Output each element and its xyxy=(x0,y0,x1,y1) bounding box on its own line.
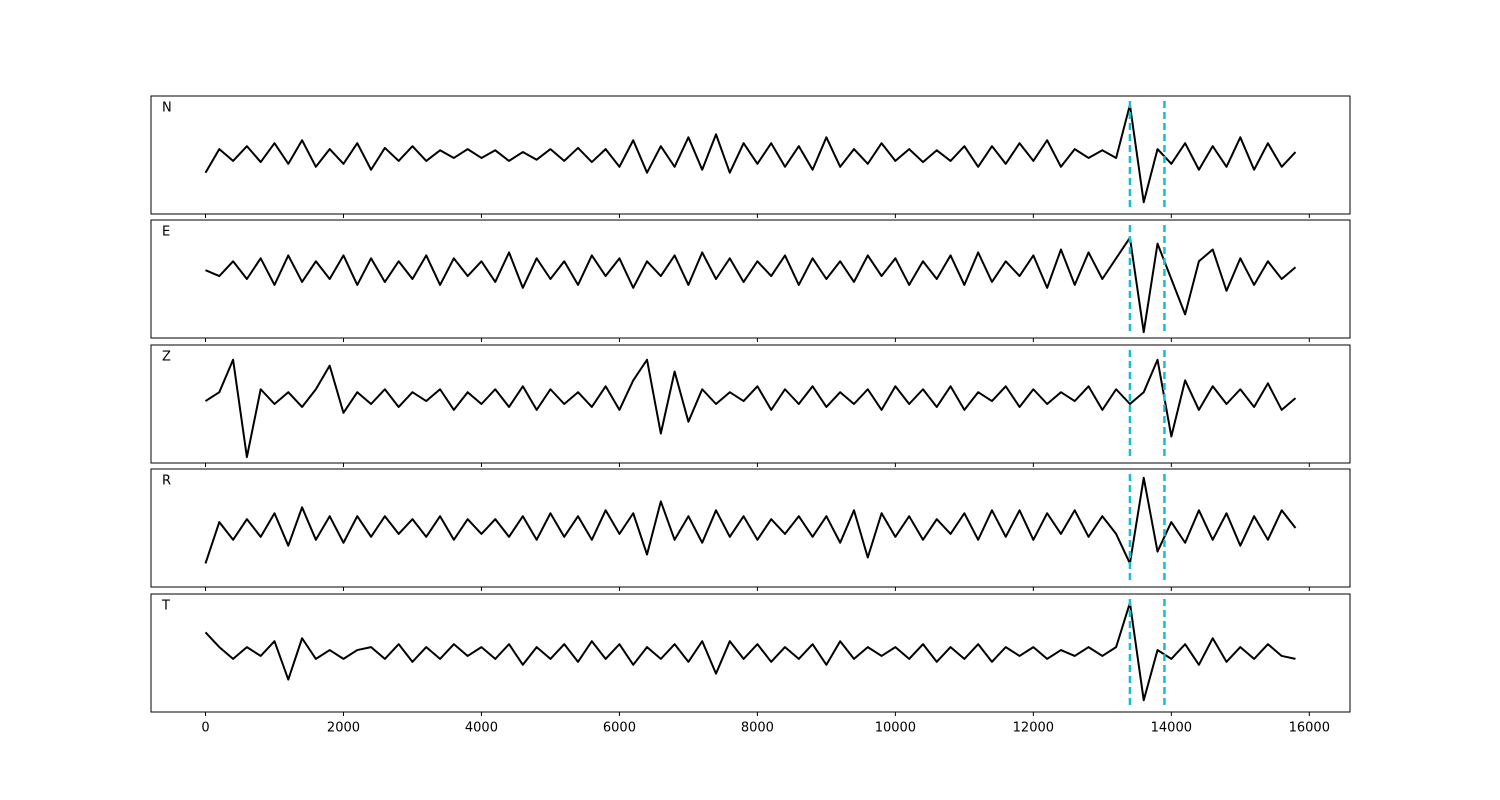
panel-label: E xyxy=(162,225,170,240)
x-tick-label: 10000 xyxy=(875,721,916,736)
panel-label: N xyxy=(162,101,172,116)
x-tick-label: 6000 xyxy=(603,721,636,736)
panel-frame xyxy=(150,468,1351,588)
x-tick-label: 4000 xyxy=(465,721,498,736)
panel-label: R xyxy=(162,474,171,489)
x-tick-label: 8000 xyxy=(741,721,774,736)
trace xyxy=(204,103,1297,204)
x-tick-label: 0 xyxy=(201,721,209,736)
x-tick-label: 2000 xyxy=(327,721,360,736)
panel-frame xyxy=(150,95,1351,215)
x-tick-label: 14000 xyxy=(1151,721,1192,736)
panel-label: Z xyxy=(162,350,171,365)
panel-frame xyxy=(150,219,1351,339)
panel-frame xyxy=(150,344,1351,464)
trace xyxy=(204,358,1297,459)
trace xyxy=(205,236,1297,334)
trace xyxy=(204,476,1297,565)
panel-frame xyxy=(150,593,1351,713)
panel-label: T xyxy=(161,599,170,614)
x-tick-label: 12000 xyxy=(1013,721,1054,736)
x-tick-label: 16000 xyxy=(1289,721,1330,736)
trace xyxy=(204,601,1296,702)
